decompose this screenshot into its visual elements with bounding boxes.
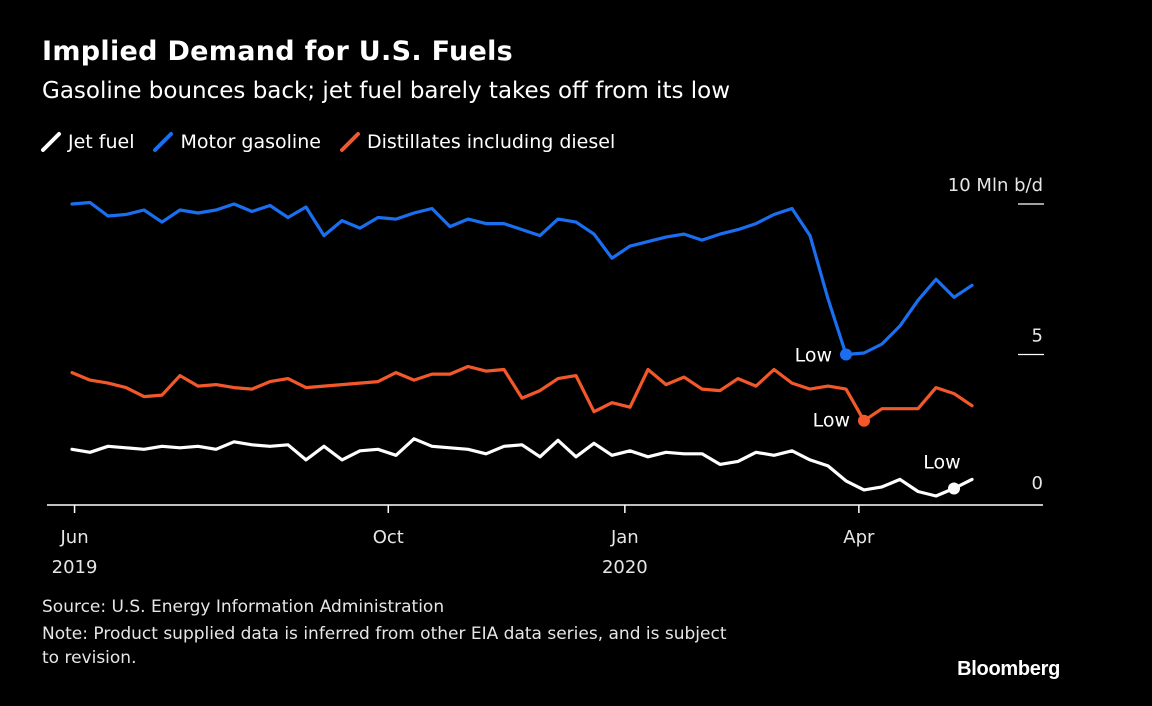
legend-label-jet-fuel: Jet fuel [68,131,135,153]
legend-swatch-motor-gasoline [153,132,174,152]
legend-swatch-distillates [339,132,360,152]
y-tick-label: 5 [1032,326,1043,347]
x-tick-year-label: 2020 [602,557,648,578]
x-tick-label: Jun [60,527,89,548]
series-line-jet-fuel [70,437,974,498]
series-line-motor-gasoline [70,200,974,357]
legend: Jet fuel Motor gasoline Distillates incl… [40,131,633,153]
legend-item-distillates: Distillates including diesel [339,131,615,153]
legend-swatch-jet-fuel [41,132,61,152]
low-label-motor-gasoline: Low [795,345,832,367]
low-marker-distillates-including-diesel [858,414,870,427]
revision-note-line-1: Note: Product supplied data is inferred … [42,624,727,644]
revision-note-line-2: to revision. [42,648,137,668]
low-marker-jet-fuel [948,482,960,495]
x-tick-label: Apr [843,527,875,548]
legend-item-jet-fuel: Jet fuel [40,131,134,153]
low-label-distillates-including-diesel: Low [813,410,850,432]
legend-label-motor-gasoline: Motor gasoline [180,131,321,153]
low-label-jet-fuel: Low [923,451,960,473]
y-tick-label: 0 [1032,473,1043,494]
x-tick-year-label: 2019 [52,557,98,578]
legend-label-distillates: Distillates including diesel [366,131,616,153]
series-line-distillates-including-diesel [70,364,974,423]
chart-subtitle: Gasoline bounces back; jet fuel barely t… [42,78,731,104]
bloomberg-logo: Bloomberg [957,658,1060,680]
chart-title: Implied Demand for U.S. Fuels [42,36,514,67]
source-note: Source: U.S. Energy Information Administ… [42,597,445,617]
x-tick-label: Oct [373,527,404,548]
legend-item-motor-gasoline: Motor gasoline [152,131,321,153]
y-tick-label: 10 Mln b/d [948,175,1043,196]
x-tick-label: Jan [610,527,639,548]
low-marker-motor-gasoline [840,348,852,361]
